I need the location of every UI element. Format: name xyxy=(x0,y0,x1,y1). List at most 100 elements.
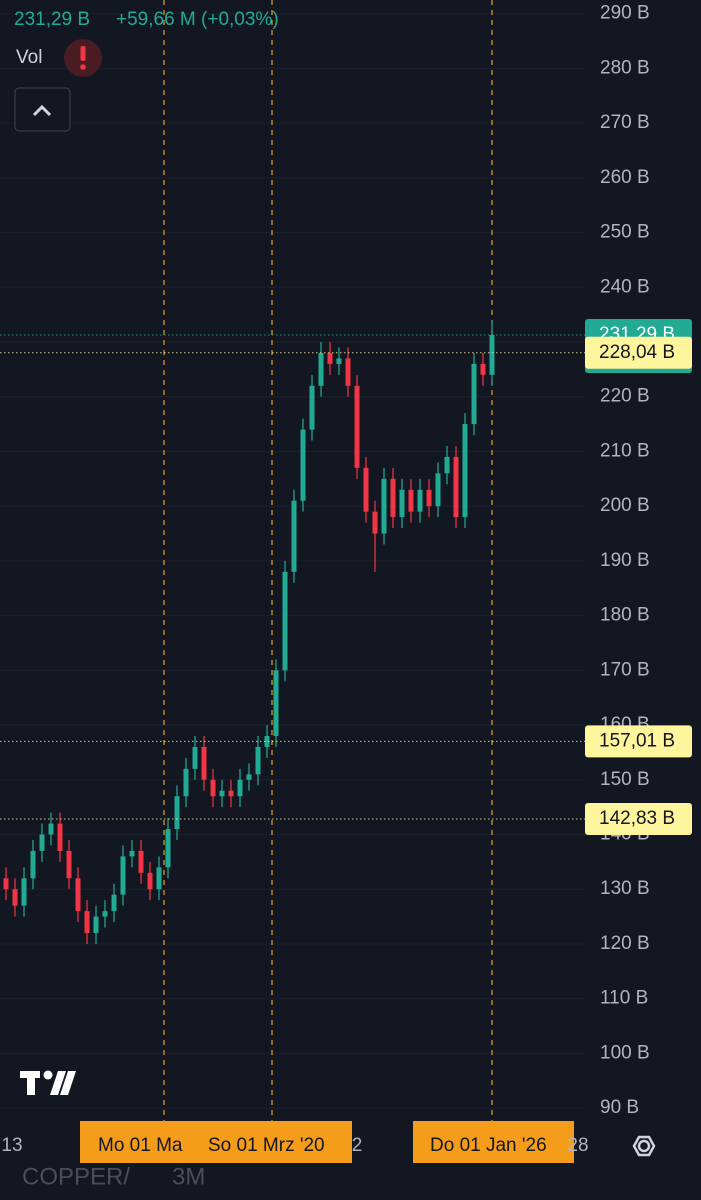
y-tick-label: 150 B xyxy=(600,769,650,790)
date-label-box xyxy=(413,1121,574,1163)
candle-body xyxy=(111,894,117,912)
x-tick-label: 2 xyxy=(352,1135,363,1156)
candle-body xyxy=(282,571,288,671)
price-label-box xyxy=(585,803,692,836)
candle-body xyxy=(381,478,387,534)
tv-logo xyxy=(20,1070,76,1095)
y-tick-label: 190 B xyxy=(600,550,650,571)
candle-body xyxy=(129,850,135,857)
candle-body xyxy=(354,385,360,468)
candle-body xyxy=(237,779,243,797)
candle-body xyxy=(93,916,99,934)
x-tick-label: 28 xyxy=(567,1135,588,1156)
y-tick-label: 110 B xyxy=(600,988,648,1009)
x-tick-label: 13 xyxy=(1,1135,22,1156)
candle-body xyxy=(318,352,324,386)
candle-body xyxy=(453,456,459,518)
x-tick-label: So 01 Mrz '20 xyxy=(208,1135,325,1156)
candle-body xyxy=(138,850,144,873)
candle-body xyxy=(372,511,378,534)
candle-body xyxy=(327,352,333,364)
y-tick-label: 220 B xyxy=(600,386,650,407)
candle-body xyxy=(75,878,81,912)
candle-body xyxy=(21,878,27,906)
candle-body xyxy=(462,424,468,518)
date-label-box xyxy=(200,1121,352,1163)
candle-body xyxy=(345,358,351,386)
candle-body xyxy=(480,363,486,375)
vol-label: Vol xyxy=(16,47,42,68)
candle-body xyxy=(174,796,180,830)
candle-body xyxy=(219,790,225,797)
y-tick-label: 90 B xyxy=(600,1097,639,1118)
candle-body xyxy=(435,473,441,507)
candle-body xyxy=(336,358,342,364)
price-label: 228,04 B xyxy=(599,342,675,363)
y-tick-label: 120 B xyxy=(600,933,650,954)
alert-mark xyxy=(80,46,86,61)
candle-body xyxy=(102,911,108,917)
y-tick-label: 240 B xyxy=(600,276,650,297)
candle-body xyxy=(66,850,72,879)
candle-body xyxy=(264,736,270,747)
price-label: 157,01 B xyxy=(599,730,675,751)
candle-body xyxy=(255,746,261,775)
candle-body xyxy=(120,856,126,895)
candle-body xyxy=(57,823,63,851)
header-change: +59,66 M (+0,03%) xyxy=(116,9,279,30)
alert-dot xyxy=(80,64,86,70)
y-tick-label: 270 B xyxy=(600,112,650,133)
candle-body xyxy=(156,867,162,890)
y-tick-label: 260 B xyxy=(600,167,650,188)
y-tick-label: 210 B xyxy=(600,440,650,461)
header-price: 231,29 B xyxy=(14,9,90,30)
candle-body xyxy=(30,850,36,879)
candle-body xyxy=(147,872,153,890)
y-tick-label: 200 B xyxy=(600,495,650,516)
price-label: 142,83 B xyxy=(599,808,675,829)
symbol-interval: 3M xyxy=(172,1163,205,1190)
candle-body xyxy=(273,670,279,737)
candle-body xyxy=(363,467,369,512)
candle-body xyxy=(471,363,477,425)
time-axis-labels: 13 Mo 01 Ma So 01 Mrz '20 2 Do 01 Jan '26 28 xyxy=(1,1121,589,1163)
candle-body xyxy=(390,478,396,518)
candle-body xyxy=(309,385,315,430)
y-tick-label: 100 B xyxy=(600,1042,650,1063)
y-tick-label: 280 B xyxy=(600,57,650,78)
y-tick-label: 290 B xyxy=(600,3,650,24)
y-tick-label: 180 B xyxy=(600,605,650,626)
y-tick-label: 170 B xyxy=(600,659,650,680)
candle-body xyxy=(48,823,54,835)
candle-body xyxy=(12,889,18,906)
candle-body xyxy=(300,429,306,501)
candle-body xyxy=(444,456,450,474)
candle-body xyxy=(84,911,90,934)
settings-icon[interactable] xyxy=(632,1135,656,1157)
candle-body xyxy=(426,489,432,507)
candle-body xyxy=(228,790,234,797)
candle-body xyxy=(39,834,45,851)
candle-body xyxy=(165,829,171,868)
symbol-name: COPPER/ xyxy=(22,1163,130,1190)
candle-body xyxy=(417,489,423,512)
candle-body xyxy=(246,774,252,780)
x-tick-label: Do 01 Jan '26 xyxy=(430,1135,547,1156)
price-label-box xyxy=(585,336,692,369)
plot-area xyxy=(0,0,585,1128)
date-label-box xyxy=(80,1121,200,1163)
candle-body xyxy=(192,746,198,769)
candle-body xyxy=(291,500,297,572)
chevron-up xyxy=(32,104,52,117)
candle-body xyxy=(201,746,207,780)
price-label-box xyxy=(585,725,692,758)
y-tick-label: 130 B xyxy=(600,878,650,899)
y-tick-label: 250 B xyxy=(600,222,650,243)
x-tick-label: Mo 01 Ma xyxy=(98,1135,183,1156)
candle-body xyxy=(183,768,189,797)
candle-body xyxy=(399,489,405,518)
candle-body xyxy=(408,489,414,512)
